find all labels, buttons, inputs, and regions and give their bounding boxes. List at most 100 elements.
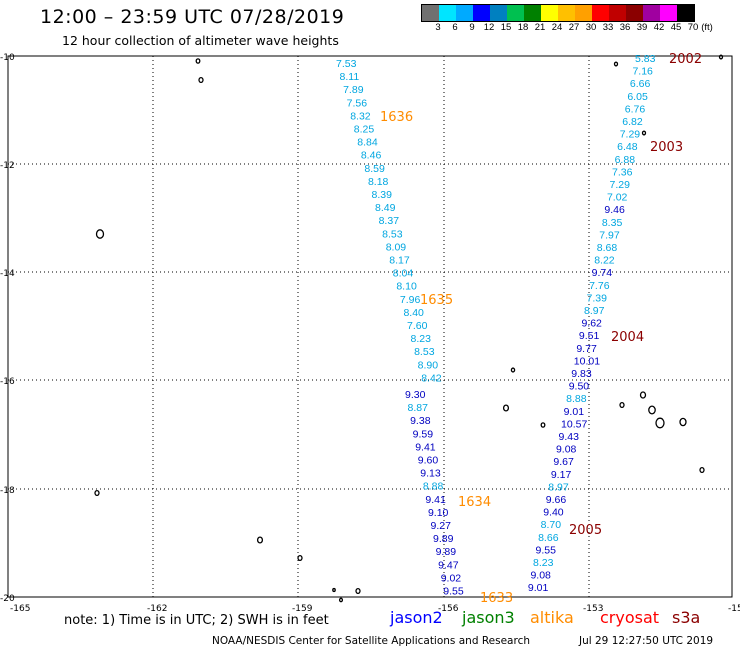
wave-height-value: 9.30	[405, 389, 426, 401]
wave-height-value: 8.59	[364, 163, 385, 175]
wave-height-value: 7.29	[610, 179, 631, 191]
legend-swatch	[558, 5, 575, 21]
pass-time-label: 2003	[650, 140, 683, 155]
wave-height-value: 8.49	[375, 202, 396, 214]
pass-time-label: 1636	[380, 110, 413, 125]
island-outline	[655, 417, 665, 429]
longitude-tick-label: -165	[10, 604, 30, 614]
wave-height-value: 8.97	[584, 305, 605, 317]
wave-height-value: 7.76	[589, 280, 610, 292]
wave-height-value: 8.70	[541, 519, 562, 531]
legend-tick-label: 45	[670, 22, 682, 33]
map-subtitle: 12 hour collection of altimeter wave hei…	[62, 33, 339, 48]
island-outline	[699, 466, 705, 474]
wave-height-value: 10.01	[574, 355, 600, 367]
wave-height-value: 9.89	[436, 546, 457, 558]
longitude-tick-label: -162	[147, 604, 167, 614]
legend-swatch	[439, 5, 456, 21]
legend-tick-label: 27	[568, 22, 580, 33]
color-scale-legend	[421, 4, 695, 22]
latitude-tick-label: -10	[0, 53, 15, 63]
wave-height-value: 9.46	[604, 204, 625, 216]
island-outline	[355, 587, 361, 595]
latitude-tick-label: -18	[0, 486, 15, 496]
island-outline	[718, 54, 724, 60]
legend-tick-label: 15	[500, 22, 512, 33]
longitude-tick-label: -153	[583, 604, 603, 614]
wave-height-value: 8.23	[411, 333, 432, 345]
longitude-tick-label: -150	[728, 604, 740, 614]
legend-tick-label: 24	[551, 22, 563, 33]
island-outline	[619, 401, 625, 409]
legend-tick-label: 12	[483, 22, 495, 33]
longitude-tick-label: -156	[438, 604, 459, 614]
wave-height-value: 7.36	[612, 166, 633, 178]
wave-height-value: 8.09	[386, 241, 407, 253]
wave-height-value: 6.66	[630, 78, 651, 90]
wave-height-value: 9.62	[581, 318, 602, 330]
islands	[94, 54, 724, 603]
wave-height-value: 9.67	[553, 456, 574, 468]
island-outline	[198, 76, 204, 84]
wave-height-value: 8.88	[423, 481, 444, 493]
pass-time-label: 1633	[480, 591, 513, 606]
wave-height-value: 9.40	[543, 507, 564, 519]
legend-swatch	[490, 5, 507, 21]
satellite-name-jason3: jason3	[462, 608, 515, 627]
wave-height-value: 8.88	[566, 393, 587, 405]
island-outline	[95, 229, 105, 239]
satellite-name-s3a: s3a	[672, 608, 701, 627]
wave-height-value: 6.05	[627, 91, 648, 103]
wave-height-value: 9.01	[528, 582, 549, 594]
wave-height-value: 9.55	[536, 544, 557, 556]
island-outline	[540, 422, 546, 428]
island-outline	[510, 367, 516, 373]
island-outline	[332, 587, 336, 593]
pass-time-label: 1634	[458, 495, 491, 510]
island-outline	[641, 130, 647, 136]
wave-height-value: 9.55	[443, 586, 464, 598]
wave-height-value: 8.18	[368, 176, 389, 188]
legend-tick-label: 18	[517, 22, 529, 33]
wave-height-value: 9.08	[530, 570, 551, 582]
latitude-tick-label: -14	[0, 269, 15, 279]
legend-swatch	[422, 5, 439, 21]
wave-height-value: 8.46	[361, 150, 382, 162]
satellite-name-altika: altika	[530, 608, 574, 627]
wave-height-value: 9.08	[556, 444, 577, 456]
wave-height-value: 9.02	[441, 572, 462, 584]
wave-height-value: 8.90	[418, 359, 439, 371]
wave-height-value: 8.39	[372, 189, 393, 201]
legend-tick-label: 21	[534, 22, 546, 33]
wave-height-value: 8.11	[340, 71, 360, 83]
wave-height-value: 7.53	[336, 58, 357, 70]
wave-height-value: 9.66	[546, 494, 567, 506]
wave-height-value: 6.48	[617, 141, 638, 153]
map-frame	[7, 55, 733, 598]
wave-height-value: 9.74	[592, 267, 613, 279]
wave-height-value: 9.59	[413, 428, 434, 440]
wave-height-value: 8.87	[408, 402, 429, 414]
pass-time-label: 2005	[569, 523, 602, 538]
wave-height-value: 9.47	[438, 559, 459, 571]
wave-height-value: 8.17	[389, 255, 410, 267]
island-outline	[613, 61, 619, 67]
wave-height-value: 8.04	[393, 268, 414, 280]
island-outline	[648, 405, 656, 415]
wave-height-value: 8.40	[403, 307, 424, 319]
legend-swatch	[541, 5, 558, 21]
wave-height-value: 9.10	[428, 507, 449, 519]
legend-swatch	[575, 5, 592, 21]
legend-swatch	[626, 5, 643, 21]
legend-tick-label: 30	[585, 22, 597, 33]
wave-height-value: 7.16	[632, 66, 653, 78]
wave-height-value: 8.10	[396, 281, 417, 293]
wave-height-value: 8.35	[602, 217, 623, 229]
wave-height-value: 6.88	[615, 154, 636, 166]
wave-height-value: 9.41	[415, 441, 436, 453]
wave-height-value: 7.60	[407, 320, 428, 332]
island-outline	[679, 417, 687, 427]
wave-height-value: 8.66	[538, 532, 559, 544]
